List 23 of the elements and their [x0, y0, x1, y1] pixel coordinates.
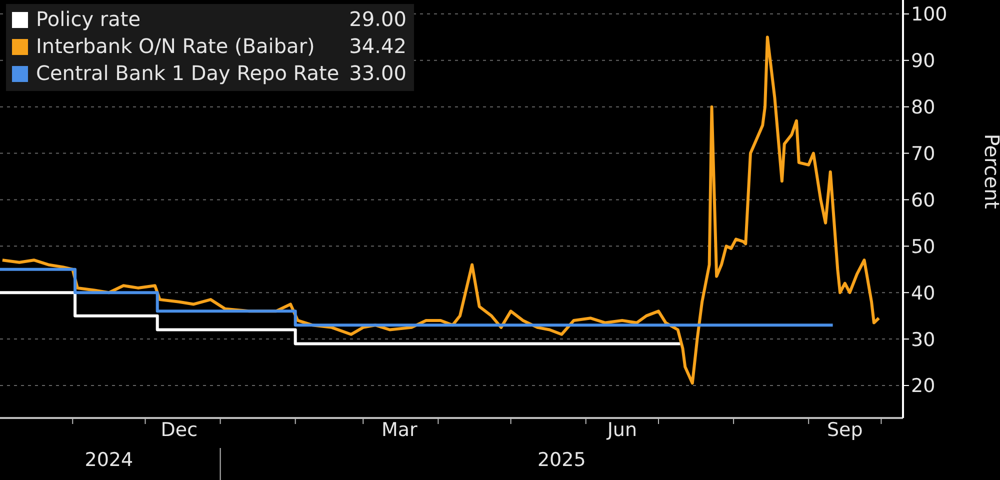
- x2-tick-label: 2025: [537, 449, 586, 471]
- legend-label: Policy rate: [35, 6, 142, 33]
- annotation: 33.00: [349, 60, 406, 87]
- y-tick-label: 20: [911, 375, 936, 398]
- x-tick-label: Dec: [160, 419, 198, 441]
- legend-label: Interbank O/N Rate (Baibar): [35, 33, 316, 60]
- x2-tick-label: 2024: [84, 449, 134, 471]
- y-tick-label: 70: [911, 143, 936, 166]
- y-axis-title: Percent: [980, 134, 1000, 210]
- y-tick-label: 40: [911, 282, 936, 304]
- y-tick-label: 80: [911, 96, 936, 119]
- x-tick-label: Sep: [826, 419, 863, 441]
- y-tick-label: 30: [911, 328, 936, 351]
- y-tick-label: 50: [911, 236, 936, 258]
- y-tick-label: 100: [911, 4, 948, 26]
- x-tick-label: Jun: [606, 419, 638, 441]
- annotation: 34.42: [349, 33, 406, 60]
- line-series: [0, 36, 880, 385]
- y-tick-label: 90: [911, 50, 936, 72]
- y-tick-label: 60: [911, 189, 936, 212]
- x-tick-label: Mar: [382, 419, 418, 441]
- legend-label: Central Bank 1 Day Repo Rate: [35, 60, 340, 87]
- annotation: 29.00: [349, 6, 406, 33]
